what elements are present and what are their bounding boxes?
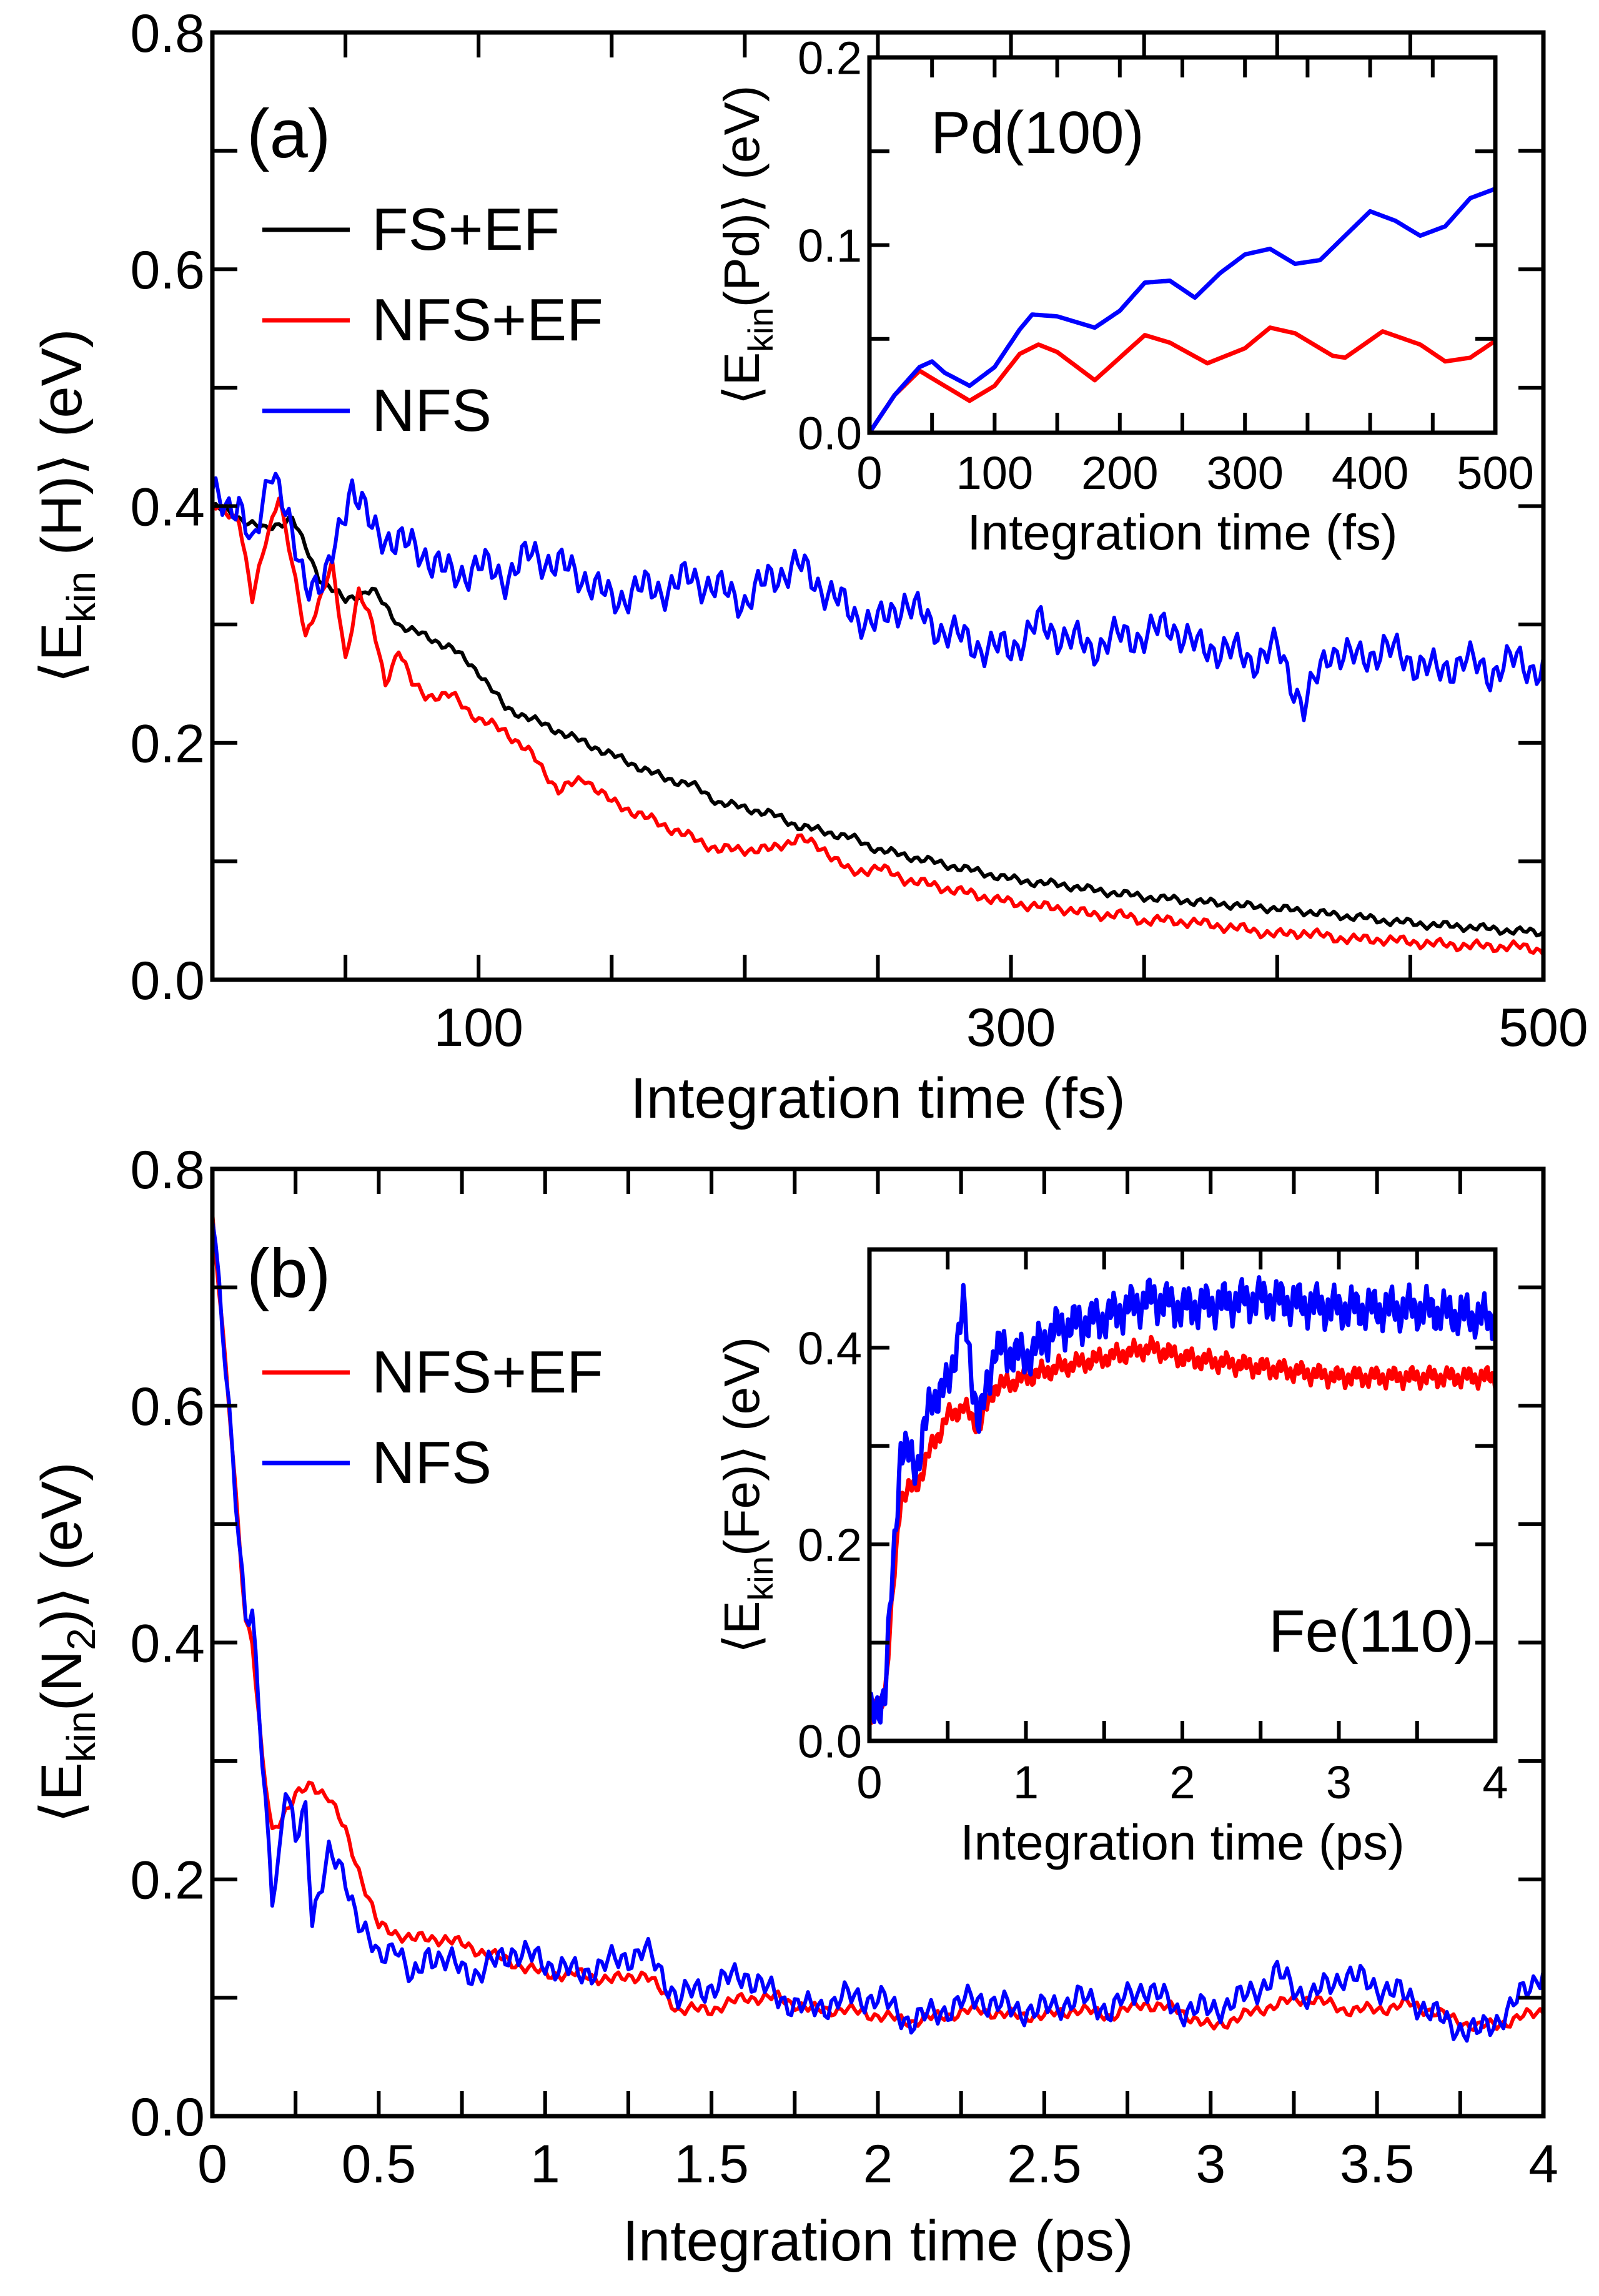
legend-label: FS+EF [372, 196, 560, 263]
surface-annotation: Fe(110) [1269, 1598, 1474, 1665]
y-tick-label: 0.4 [130, 477, 205, 537]
panel-label: (b) [247, 1235, 330, 1312]
x-axis-title: Integration time (fs) [630, 1067, 1126, 1130]
x-tick-label: 0.5 [342, 2134, 417, 2194]
x-tick-label: 2 [1169, 1756, 1195, 1808]
y-tick-label: 0.0 [130, 951, 205, 1011]
y-tick-label: 0.2 [798, 1519, 862, 1571]
x-tick-label: 300 [1206, 447, 1283, 499]
inset-background [869, 1249, 1495, 1741]
y-tick-label: 0.8 [130, 1140, 205, 1200]
x-tick-label: 1 [530, 2134, 560, 2194]
series-line-nfs-ef [869, 1334, 1495, 1725]
x-tick-label: 4 [1482, 1756, 1508, 1808]
inset-background [869, 57, 1495, 433]
x-tick-label: 100 [956, 447, 1033, 499]
y-tick-label: 0.0 [798, 1716, 862, 1768]
y-tick-label: 0.2 [130, 1851, 205, 1911]
x-tick-label: 0 [856, 447, 882, 499]
x-tick-label: 3 [1196, 2134, 1225, 2194]
chart-b: 0 0.5 1 1.5 2 2.5 3 3.5 4 0.0 0.2 0.4 0.6 0.8 Integrat… [30, 1140, 1558, 2273]
series-line-fs-ef [212, 501, 1543, 938]
y-axis-title: ⟨Ekin(Fe)⟩ (eV) [714, 1337, 780, 1653]
x-tick-label: 1.5 [674, 2134, 749, 2194]
y-axis-title: ⟨Ekin(Pd)⟩ (eV) [714, 86, 780, 405]
chart-b_inset: 0 1 2 3 4 0.0 0.2 0.4 Integration time (ps) ⟨Ekin… [714, 1247, 1508, 1870]
chart-a_inset: 0 100 200 300 400 500 0.0 0.1 0.2 Integration tim… [714, 32, 1534, 560]
x-tick-label: 200 [1081, 447, 1158, 499]
series-line-nfs-ef [869, 325, 1495, 433]
series-line-nfs-ef [212, 496, 1543, 957]
y-tick-label: 0.2 [130, 714, 205, 774]
x-tick-label: 0 [856, 1756, 882, 1808]
series-line-nfs [869, 1275, 1495, 1725]
x-tick-label: 4 [1528, 2134, 1558, 2194]
x-axis-title: Integration time (fs) [967, 505, 1397, 560]
x-tick-label: 3.5 [1340, 2134, 1415, 2194]
series-line-nfs [212, 471, 1543, 722]
y-tick-label: 0.2 [798, 32, 862, 84]
x-tick-label: 100 [433, 998, 523, 1058]
x-tick-label: 3 [1326, 1756, 1352, 1808]
x-tick-label: 400 [1332, 447, 1408, 499]
legend-label: NFS [372, 1429, 492, 1496]
x-tick-label: 0 [197, 2134, 227, 2194]
x-tick-label: 2.5 [1007, 2134, 1082, 2194]
series-line-nfs [869, 187, 1495, 433]
panel-label: (a) [247, 96, 330, 172]
y-tick-label: 0.1 [798, 220, 862, 272]
x-tick-label: 500 [1498, 998, 1588, 1058]
x-tick-label: 300 [966, 998, 1056, 1058]
series-line-nfs-ef [212, 1212, 1543, 2032]
y-tick-label: 0.8 [130, 4, 205, 64]
y-tick-label: 0.0 [798, 408, 862, 460]
surface-annotation: Pd(100) [931, 99, 1144, 166]
y-tick-label: 0.4 [798, 1323, 862, 1374]
legend-label: NFS+EF [372, 287, 603, 353]
series-line-nfs [212, 1219, 1543, 2043]
legend-label: NFS [372, 377, 492, 444]
x-tick-label: 2 [863, 2134, 893, 2194]
y-tick-label: 0.0 [130, 2087, 205, 2147]
legend-label: NFS+EF [372, 1339, 603, 1406]
x-tick-label: 1 [1013, 1756, 1039, 1808]
x-axis-title: Integration time (ps) [960, 1815, 1404, 1870]
y-tick-label: 0.6 [130, 1377, 205, 1437]
y-tick-label: 0.6 [130, 240, 205, 300]
y-axis-title: ⟨Ekin (H)⟩ (eV) [30, 328, 104, 683]
chart-a: 100 300 500 0.0 0.2 0.4 0.6 0.8 Integration time… [30, 4, 1588, 1130]
x-axis-title: Integration time (ps) [622, 2209, 1133, 2273]
x-tick-label: 500 [1457, 447, 1533, 499]
y-tick-label: 0.4 [130, 1614, 205, 1673]
y-axis-title: ⟨Ekin(N2)⟩ (eV) [30, 1462, 104, 1823]
